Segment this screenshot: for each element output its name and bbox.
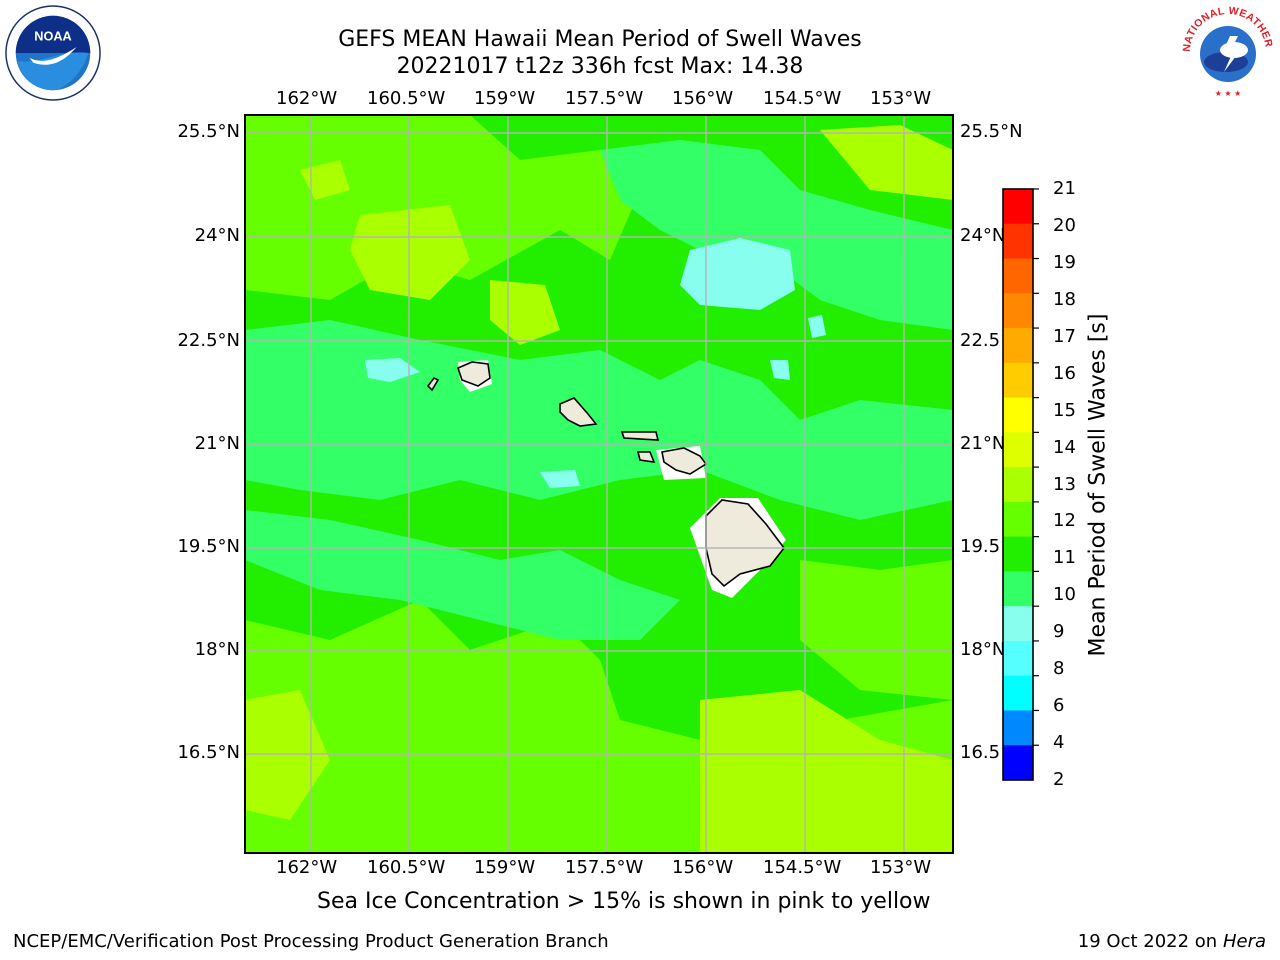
sea-ice-note: Sea Ice Concentration > 15% is shown in … [317,889,931,914]
colorbar-swatch [1003,640,1033,677]
colorbar-tick-label: 14 [1053,436,1076,458]
colorbar [1003,188,1039,781]
colorbar-tick-label: 21 [1053,178,1076,199]
colorbar-swatch [1003,675,1033,711]
lon-label-top: 156°W [672,88,734,109]
footer-date: 19 Oct 2022 on Hera [1078,931,1266,952]
lon-label-top: 162°W [276,88,338,109]
lat-label-left: 16.5°N [177,742,240,763]
colorbar-tick-label: 19 [1053,251,1076,273]
colorbar-swatch [1003,536,1033,572]
lon-label-top: 160.5°W [367,88,446,109]
lat-label-right: 19.5°N [960,536,1002,557]
lon-label-top: 154.5°W [763,88,842,109]
map-subtitle: 20221017 t12z 336h fcst Max: 14.38 [396,54,804,79]
lon-label-bottom: 154.5°W [763,857,842,878]
colorbar-tick-label: 10 [1053,584,1076,606]
noaa-logo-text: NOAA [34,28,72,43]
colorbar-swatch [1003,397,1033,433]
colorbar-swatch [1003,362,1033,399]
colorbar-swatch [1003,745,1033,781]
colorbar-tick-label: 8 [1053,658,1065,680]
colorbar-tick-label: 18 [1053,288,1076,310]
svg-text:★ ★ ★: ★ ★ ★ [1215,89,1242,98]
lon-label-bottom: 153°W [870,857,932,878]
lon-label-bottom: 157.5°W [565,857,644,878]
colorbar-swatch [1003,223,1033,260]
colorbar-swatch [1003,501,1033,538]
footer-date-text: 19 Oct 2022 on [1077,931,1223,952]
lat-label-left: 21°N [194,433,240,454]
lon-label-top: 157.5°W [565,88,644,109]
lat-label-right: 22.5°N [960,330,1002,351]
colorbar-tick-label: 16 [1053,362,1076,384]
lat-label-left: 22.5°N [177,330,240,351]
lat-label-left: 25.5°N [177,121,240,142]
colorbar-tick-label: 13 [1053,473,1076,495]
map-frame [244,114,954,854]
colorbar-swatch [1003,606,1033,642]
colorbar-swatch [1003,467,1033,503]
colorbar-tick-label: 9 [1053,621,1065,643]
nws-logo: NATIONAL WEATHER SERVICE ★ ★ ★ [1178,2,1275,99]
swell-period-field [245,115,953,853]
lat-label-right: 24°N [960,225,1006,246]
colorbar-swatch [1003,293,1033,329]
colorbar-swatch [1003,432,1033,468]
lon-label-top: 153°W [870,88,932,109]
colorbar-label: Mean Period of Swell Waves [s] [1085,313,1111,657]
colorbar-tick-label: 2 [1053,769,1065,790]
map-title: GEFS MEAN Hawaii Mean Period of Swell Wa… [338,27,862,52]
noaa-logo: NOAA [5,5,101,101]
lat-label-right: 16.5°N [960,742,1002,763]
colorbar-swatch [1003,189,1033,225]
lat-label-left: 18°N [194,639,240,660]
colorbar-tick-label: 11 [1053,547,1076,569]
lon-label-bottom: 160.5°W [367,857,446,878]
lon-label-bottom: 159°W [474,857,536,878]
lat-label-right: 25.5°N [960,121,1023,142]
colorbar-swatch [1003,328,1033,364]
colorbar-tick-label: 6 [1053,695,1065,717]
colorbar-swatch [1003,258,1033,294]
lat-label-left: 24°N [194,225,240,246]
hawaii-islands [426,361,786,588]
footer-host: Hera [1222,931,1266,952]
colorbar-swatch [1003,710,1033,746]
lat-label-left: 19.5°N [177,536,240,557]
lon-label-bottom: 162°W [276,857,338,878]
colorbar-tick-label: 15 [1053,399,1076,421]
colorbar-tick-label: 17 [1053,325,1076,347]
colorbar-swatch [1003,571,1033,607]
map-gridlines [245,115,953,853]
lon-label-top: 159°W [474,88,536,109]
colorbar-tick-label: 12 [1053,510,1076,532]
lat-label-right: 18°N [960,639,1006,660]
lat-label-right: 21°N [960,433,1006,454]
colorbar-tick-label: 4 [1053,732,1065,754]
lon-label-bottom: 156°W [672,857,734,878]
colorbar-tick-label: 20 [1053,214,1076,236]
colorbar-frame [1002,188,1034,781]
footer-credit: NCEP/EMC/Verification Post Processing Pr… [13,931,609,952]
